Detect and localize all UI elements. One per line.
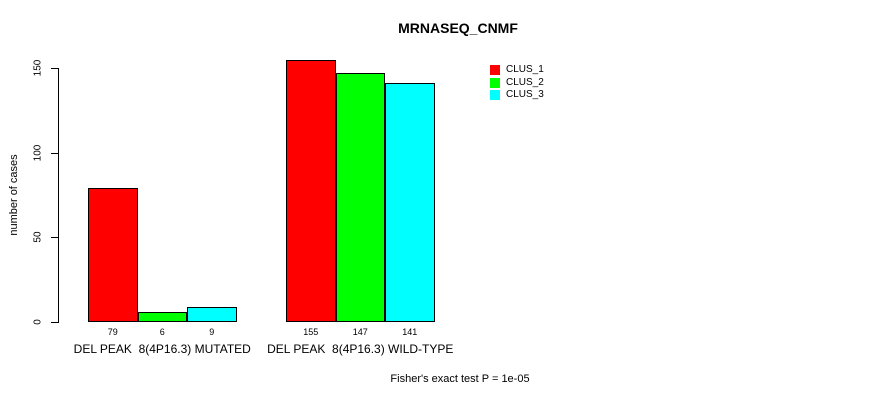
y-tick-mark [51,237,58,239]
bar [286,59,336,322]
bar-value-label: 79 [107,327,118,337]
bar-value-label: 141 [402,327,418,337]
legend-label: CLUS_3 [506,89,544,100]
y-tick-mark [51,322,58,323]
legend: CLUS_1 CLUS_2 CLUS_3 [490,65,544,100]
bar [88,188,138,322]
legend-item: CLUS_3 [490,90,544,100]
bar [385,83,435,322]
legend-label: CLUS_2 [506,76,544,88]
y-tick-mark [51,68,58,69]
chart-title: MRNASEQ_CNMF [398,20,518,36]
y-tick-label: 100 [32,144,44,161]
bar-value-label: 155 [303,327,319,337]
y-axis-line [58,68,59,323]
bar [335,73,385,322]
x-category-label: DEL PEAK 8(4P16.3) MUTATED [73,342,251,356]
y-tick-label: 150 [32,59,44,77]
x-category-label: DEL PEAK 8(4P16.3) WILD-TYPE [267,342,454,356]
legend-swatch [490,90,500,100]
legend-label: CLUS_1 [506,64,544,75]
bar [187,306,237,322]
y-tick-mark [51,152,58,154]
bar-value-label: 147 [352,327,368,337]
y-tick-label: 0 [32,319,44,325]
y-tick-label: 50 [32,231,44,243]
legend-item: CLUS_1 [490,65,544,75]
bar-value-label: 6 [159,327,165,337]
legend-swatch [490,77,500,88]
annotation-text: Fisher's exact test P = 1e-05 [390,373,530,385]
y-axis-label: number of cases [8,154,20,236]
legend-swatch [490,65,500,75]
legend-item: CLUS_2 [490,76,544,88]
bar-value-label: 9 [209,327,215,337]
bar [137,311,187,322]
